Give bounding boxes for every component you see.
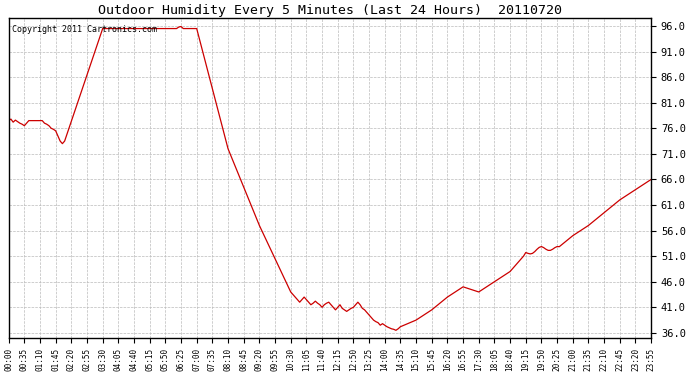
Text: Copyright 2011 Cartronics.com: Copyright 2011 Cartronics.com xyxy=(12,25,157,34)
Title: Outdoor Humidity Every 5 Minutes (Last 24 Hours)  20110720: Outdoor Humidity Every 5 Minutes (Last 2… xyxy=(98,4,562,17)
